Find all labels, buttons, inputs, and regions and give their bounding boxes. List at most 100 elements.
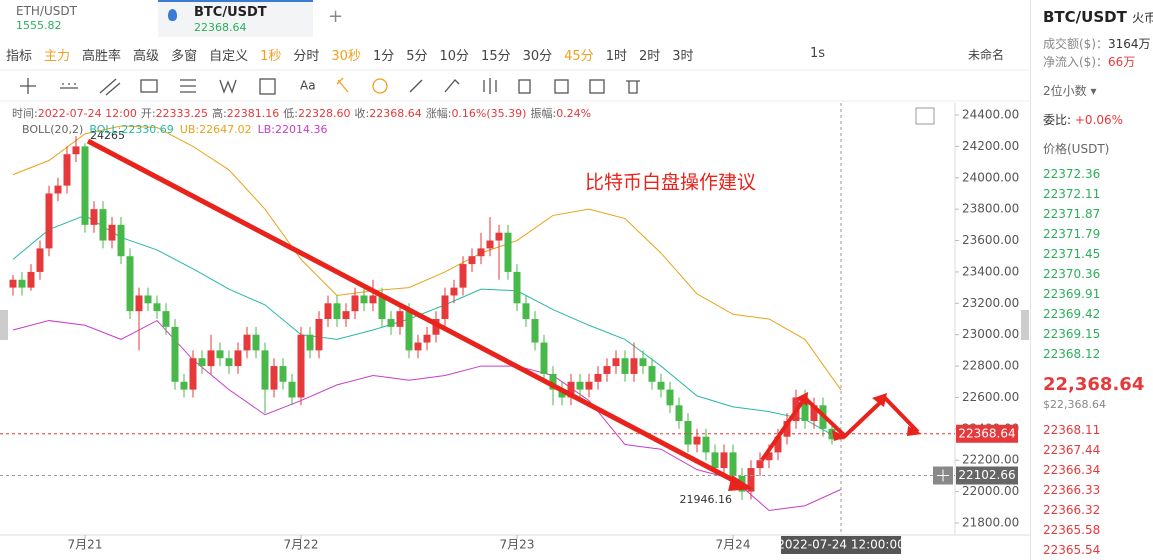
- label: 2位小数: [1043, 84, 1087, 98]
- measure-tool[interactable]: [259, 78, 276, 95]
- annotation: 比特币白盘操作建议: [585, 172, 756, 194]
- text-tool[interactable]: Aa: [300, 79, 316, 93]
- delete-tool[interactable]: [626, 80, 640, 94]
- toolbar-item[interactable]: 30秒: [331, 48, 361, 64]
- candle-body: [369, 295, 377, 304]
- candle-body: [639, 358, 647, 367]
- candle-body: [630, 358, 638, 374]
- add-tab[interactable]: +: [328, 6, 344, 27]
- candle-body: [351, 295, 359, 312]
- crosshair-price: 22102.66: [958, 468, 1015, 482]
- candle-body: [108, 224, 116, 241]
- candle-body: [9, 279, 17, 288]
- crosshair-price-tag: [956, 466, 1018, 485]
- info-label: 涨幅:: [425, 107, 452, 120]
- candle-body: [693, 436, 701, 445]
- toolbar-item[interactable]: 高级: [133, 48, 160, 64]
- scroll-handle[interactable]: [0, 310, 8, 340]
- candle-body: [234, 350, 242, 367]
- toolbar-item[interactable]: 多窗: [171, 48, 198, 64]
- toolbar-item[interactable]: 1分: [372, 48, 395, 64]
- candle-body: [783, 421, 791, 437]
- symbol: BTC/USDT: [1043, 8, 1127, 26]
- toolbar-item[interactable]: 2时: [638, 48, 661, 64]
- bid-price: 22366.32: [1043, 503, 1101, 517]
- indicator-legend: BOLL(20,2) BOLL:22330.69 UB:22647.02 LB:220…: [22, 123, 333, 136]
- value: +0.06%: [1074, 113, 1124, 127]
- candle-body: [513, 271, 521, 304]
- line-tool[interactable]: [99, 78, 121, 96]
- toolbar-item[interactable]: 10分: [439, 48, 470, 64]
- ruler-tool[interactable]: [60, 83, 78, 89]
- candle-body: [18, 279, 26, 288]
- toolbar-item[interactable]: 3时: [672, 48, 694, 64]
- tab-symbol: BTC/USDT: [194, 5, 267, 20]
- candle-body: [324, 303, 332, 319]
- crosshair-time-tag: [781, 536, 901, 554]
- tab[interactable]: ETH/USDT 1555.82: [0, 0, 155, 35]
- candle-body: [252, 334, 260, 351]
- toolbar-item[interactable]: 1时: [605, 48, 627, 64]
- candle-body: [117, 224, 125, 257]
- scroll-handle[interactable]: [1021, 310, 1029, 340]
- crosshair-tool[interactable]: [20, 78, 36, 94]
- info-value: 0.16%(35.39): [451, 107, 527, 120]
- candle-body: [432, 319, 440, 335]
- layout-name[interactable]: 未命名: [968, 48, 1005, 62]
- pen-tool[interactable]: [409, 79, 423, 93]
- candle-body: [414, 342, 422, 351]
- tab[interactable]: BTC/USDT 22368.64: [158, 0, 313, 37]
- toolbar: 指标 主力 高胜率 高级 多窗 自定义 1秒 分时 30秒 1分 5分 10分 15分 30分 45分 1时 2…: [0, 40, 1030, 68]
- candle-body: [315, 319, 323, 351]
- eraser-tool[interactable]: [444, 79, 460, 93]
- tab-price: 22368.64: [194, 21, 247, 34]
- toolbar-item[interactable]: 高胜率: [82, 48, 122, 64]
- candle-body: [162, 311, 170, 327]
- toolbar-item[interactable]: 45分: [564, 48, 594, 64]
- ask-price: 22371.45: [1043, 247, 1101, 261]
- boll-mid: [12, 214, 842, 441]
- info-value: 22328.60: [298, 107, 351, 120]
- interval[interactable]: 1s: [810, 46, 826, 61]
- fullscreen-icon[interactable]: [915, 107, 935, 125]
- candle-body: [495, 232, 503, 241]
- ratio: 委比: +0.06%: [1043, 111, 1123, 128]
- wave-tool[interactable]: [219, 79, 237, 94]
- candle-body: [459, 264, 467, 288]
- y-tick-label: 21800.00: [962, 516, 1019, 530]
- toolbar-item[interactable]: 30分: [522, 48, 553, 64]
- rect-tool[interactable]: [140, 79, 158, 93]
- label: 成交额($)：: [1043, 37, 1108, 51]
- fib-tool[interactable]: [180, 79, 196, 93]
- toolbar-item[interactable]: 1秒: [260, 48, 282, 64]
- magnet-tool[interactable]: [372, 78, 388, 94]
- ask-price: 22369.15: [1043, 327, 1101, 341]
- ask-price: 22372.36: [1043, 167, 1101, 181]
- brush-tool[interactable]: [336, 77, 349, 93]
- candle-body: [468, 256, 476, 265]
- copy-tool[interactable]: [554, 79, 569, 94]
- indicator: BOLL:22330.69: [89, 123, 174, 136]
- template-tool[interactable]: [589, 79, 605, 94]
- candle-body: [774, 436, 782, 453]
- candle-body: [54, 185, 62, 194]
- toolbar-item[interactable]: 15分: [481, 48, 511, 64]
- candle-tool[interactable]: [483, 78, 497, 94]
- candle-body: [684, 421, 692, 445]
- lock-tool[interactable]: [518, 79, 531, 94]
- toolbar-item[interactable]: 指标: [6, 48, 33, 64]
- candle-body: [810, 405, 818, 421]
- candle-body: [216, 350, 224, 359]
- info-value: 2022-07-24 12:00: [37, 107, 137, 120]
- candle-body: [540, 342, 548, 374]
- ask-price: 22368.12: [1043, 347, 1101, 361]
- toolbar-item[interactable]: 主力: [44, 48, 71, 64]
- candle-body: [486, 240, 494, 249]
- toolbar-item[interactable]: 5分: [406, 48, 428, 64]
- inflow: 净流入($)：66万: [1043, 53, 1135, 70]
- toolbar-item[interactable]: 自定义: [209, 48, 249, 64]
- decimals[interactable]: 2位小数 ▾: [1043, 84, 1097, 98]
- toolbar-item[interactable]: 分时: [293, 48, 320, 64]
- info-value: 22368.64: [369, 107, 422, 120]
- candle-body: [423, 334, 431, 343]
